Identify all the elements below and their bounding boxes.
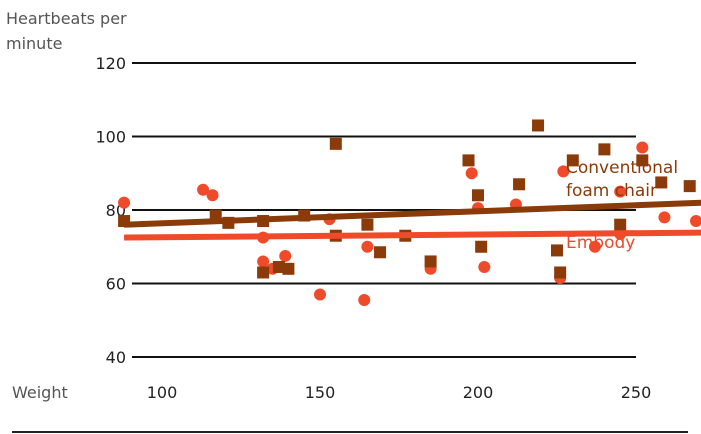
chart-labels: Heartbeats per minute Weight Conventiona…	[6, 9, 678, 402]
point-square-14	[462, 154, 475, 167]
point-square-4	[257, 266, 270, 279]
point-circle-7	[314, 288, 326, 301]
point-circle-0	[118, 196, 131, 209]
point-square-13	[424, 255, 437, 268]
point-square-6	[282, 262, 295, 275]
trend-line-conventional	[123, 199, 701, 228]
point-square-10	[361, 218, 374, 231]
point-circle-12	[465, 167, 478, 180]
point-circle-10	[361, 240, 374, 253]
point-circle-19	[614, 185, 627, 198]
y-axis-title-line-1: Heartbeats per	[6, 9, 127, 28]
y-tick-label-60: 60	[106, 275, 126, 294]
x-axis-title: Weight	[12, 383, 68, 402]
point-square-23	[614, 218, 627, 231]
point-square-21	[566, 154, 579, 167]
series-label-conventional-line-2: foam chair	[566, 181, 657, 201]
point-circle-1	[197, 183, 210, 196]
point-circle-9	[358, 294, 371, 307]
point-circle-2	[206, 189, 219, 202]
point-square-20	[554, 266, 567, 279]
point-circle-21	[636, 141, 649, 154]
point-square-18	[532, 119, 545, 132]
y-tick-label-100: 100	[95, 128, 126, 147]
x-tick-label-100: 100	[147, 383, 178, 402]
y-tick-label-120: 120	[95, 54, 126, 73]
point-square-24	[636, 154, 649, 167]
x-tick-label-150: 150	[305, 383, 336, 402]
trend-lines	[123, 199, 701, 241]
point-square-11	[374, 246, 387, 259]
x-tick-label-250: 250	[621, 383, 652, 402]
y-tick-label-40: 40	[106, 348, 126, 367]
point-square-22	[598, 143, 611, 156]
point-square-8	[329, 137, 342, 150]
point-circle-17	[557, 165, 570, 178]
point-square-25	[655, 176, 668, 189]
point-square-16	[475, 240, 488, 253]
trend-line-embody	[124, 229, 701, 241]
gridlines: 406080100120100150200250300350400	[95, 54, 652, 402]
series-label-embody: Embody	[566, 233, 635, 253]
point-circle-23	[690, 215, 701, 228]
point-circle-18	[588, 240, 601, 253]
point-circle-6	[279, 249, 292, 262]
point-square-19	[551, 244, 563, 257]
point-circle-4	[257, 255, 270, 268]
point-circle-14	[478, 260, 491, 273]
series-label-conventional-line-1: Conventional	[566, 158, 678, 178]
point-square-15	[472, 189, 484, 202]
y-axis-title-line-2: minute	[6, 34, 62, 53]
point-circle-22	[658, 211, 671, 224]
point-square-17	[513, 178, 526, 191]
point-square-5	[272, 260, 285, 273]
point-square-26	[683, 180, 696, 193]
x-tick-label-200: 200	[463, 383, 494, 402]
